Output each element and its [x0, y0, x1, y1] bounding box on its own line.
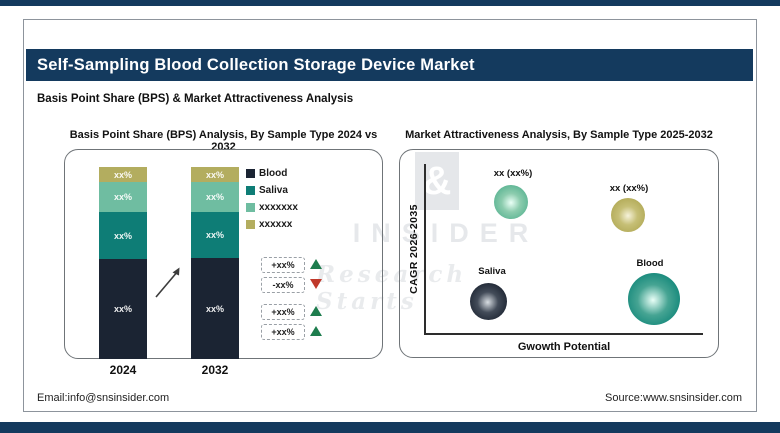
- bar-segment-saliva: xx%: [99, 212, 147, 259]
- infographic-card: & INSIDER Research Starts Self-Sampling …: [23, 19, 757, 412]
- change-box-3: +xx%: [261, 304, 305, 320]
- bar-segment-xxxxxx: xx%: [99, 167, 147, 182]
- triangle-down-icon: [310, 279, 322, 289]
- legend-label: xxxxxxx: [259, 202, 298, 213]
- x-axis-line: [424, 333, 703, 335]
- category-label-2024: 2024: [109, 363, 137, 377]
- triangle-up-icon: [310, 259, 322, 269]
- bar-segment-xxxxxx: xx%: [191, 167, 239, 182]
- title-banner: Self-Sampling Blood Collection Storage D…: [26, 49, 753, 81]
- segment-value: xx%: [113, 169, 132, 180]
- segment-value: xx%: [205, 192, 224, 202]
- trend-arrow-icon: [155, 267, 180, 298]
- triangle-up-icon: [310, 326, 322, 336]
- bar-segment-xxxxxxx: xx%: [99, 182, 147, 212]
- legend-label: Saliva: [259, 185, 288, 196]
- change-box-4: +xx%: [261, 324, 305, 340]
- segment-value: xx%: [113, 192, 132, 202]
- bar-segment-saliva: xx%: [191, 212, 239, 258]
- bar-segment-blood: xx%: [99, 259, 147, 359]
- category-label-2032: 2032: [201, 363, 229, 377]
- segment-value: xx%: [113, 230, 132, 241]
- bar-segment-xxxxxxx: xx%: [191, 182, 239, 212]
- legend-label: Blood: [259, 168, 288, 179]
- change-box-1: +xx%: [261, 257, 305, 273]
- bubble-label: xx (xx%): [609, 183, 649, 194]
- stacked-bar-2032: xx% xx% xx% xx%: [191, 167, 239, 359]
- legend-swatch-blood: [246, 169, 255, 178]
- change-value: +xx%: [271, 307, 295, 317]
- bubble-blood: [628, 273, 680, 325]
- segment-value: xx%: [205, 169, 224, 180]
- bubble-label: Blood: [636, 258, 664, 269]
- legend-item-xxxxxxx: xxxxxxx: [246, 202, 298, 213]
- top-accent-bar: [0, 0, 780, 6]
- bps-chart-title: Basis Point Share (BPS) Analysis, By Sam…: [69, 129, 378, 153]
- bubble-label: Saliva: [478, 266, 506, 277]
- change-value: +xx%: [271, 260, 295, 270]
- bubble-label: xx (xx%): [493, 168, 533, 179]
- legend-item-blood: Blood: [246, 168, 287, 179]
- bubble-seafoam: [494, 185, 528, 219]
- ma-chart-panel: [399, 149, 719, 358]
- legend-item-xxxxxx: xxxxxx: [246, 219, 292, 230]
- x-axis-label: Gwowth Potential: [517, 341, 611, 353]
- bar-segment-blood: xx%: [191, 258, 239, 359]
- source-text: Source:www.snsinsider.com: [605, 392, 742, 404]
- page-title: Self-Sampling Blood Collection Storage D…: [37, 56, 475, 74]
- legend-label: xxxxxx: [259, 219, 293, 230]
- page-subtitle: Basis Point Share (BPS) & Market Attract…: [37, 93, 354, 105]
- segment-value: xx%: [205, 230, 224, 240]
- bottom-accent-bar: [0, 422, 780, 433]
- change-box-2: -xx%: [261, 277, 305, 293]
- legend-item-saliva: Saliva: [246, 185, 288, 196]
- change-value: +xx%: [271, 327, 295, 337]
- segment-value: xx%: [205, 303, 224, 314]
- segment-value: xx%: [113, 304, 132, 314]
- legend-swatch-saliva: [246, 186, 255, 195]
- bubble-olive: [611, 198, 645, 232]
- triangle-up-icon: [310, 306, 322, 316]
- y-axis-label: CAGR 2026-2035: [408, 204, 420, 294]
- y-axis-line: [424, 164, 426, 334]
- stacked-bar-2024: xx% xx% xx% xx%: [99, 167, 147, 359]
- email-text: Email:info@snsinsider.com: [37, 392, 170, 404]
- legend-swatch-xxxxxx: [246, 220, 255, 229]
- ma-chart-title: Market Attractiveness Analysis, By Sampl…: [405, 129, 713, 141]
- change-value: -xx%: [272, 280, 294, 290]
- legend-swatch-xxxxxxx: [246, 203, 255, 212]
- bubble-saliva: [470, 283, 507, 320]
